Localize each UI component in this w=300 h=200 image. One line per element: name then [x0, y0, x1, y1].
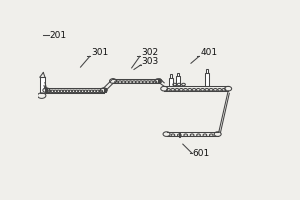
Bar	[158, 79, 160, 83]
Text: 401: 401	[200, 48, 218, 57]
Bar	[40, 77, 45, 93]
Bar	[170, 74, 172, 78]
Text: 303: 303	[141, 57, 158, 66]
Text: 201: 201	[49, 31, 66, 40]
Bar	[177, 73, 179, 76]
Text: 301: 301	[91, 48, 108, 57]
Bar	[206, 69, 208, 73]
Bar	[169, 78, 173, 86]
Bar	[176, 76, 181, 86]
Bar	[179, 133, 181, 137]
Bar	[45, 88, 46, 92]
Bar	[104, 88, 106, 92]
Text: 601: 601	[192, 149, 209, 158]
Text: 302: 302	[141, 48, 158, 57]
Bar	[205, 73, 209, 86]
